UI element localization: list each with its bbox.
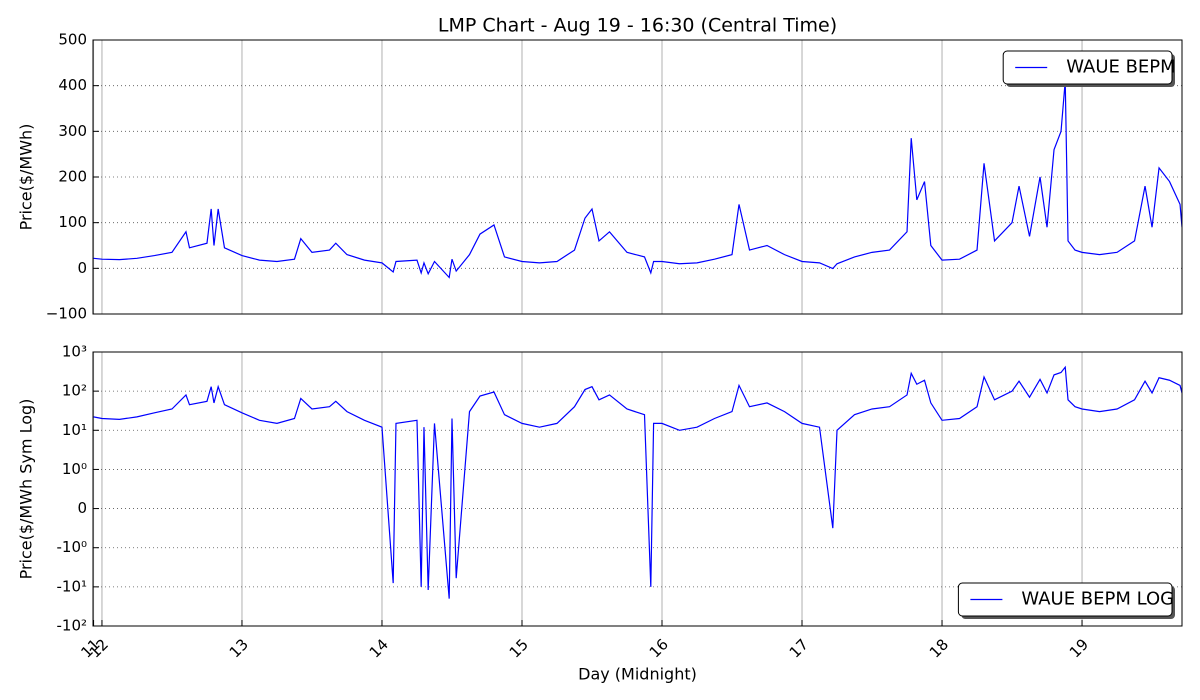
y-tick-label: −100	[46, 305, 87, 323]
y-tick-label: -10⁰	[56, 538, 87, 556]
y-tick-label: 10²	[62, 382, 87, 400]
x-axis-label: Day (Midnight)	[578, 665, 697, 684]
y-tick-label: 0	[77, 499, 87, 517]
y-tick-label: 10¹	[62, 421, 87, 439]
y-tick-label: 10⁰	[62, 460, 87, 478]
y-tick-label: 300	[58, 122, 87, 140]
y-tick-label: -10¹	[56, 577, 87, 595]
legend-label: WAUE BEPM LOG	[1021, 589, 1174, 610]
plot-frame	[92, 351, 1183, 627]
y-tick-label: 200	[58, 168, 87, 186]
y-axis-label: Price($/MWh Sym Log)	[17, 399, 36, 580]
chart-title: LMP Chart - Aug 19 - 16:30 (Central Time…	[438, 15, 837, 37]
data-line	[93, 81, 1182, 279]
y-tick-label: 500	[58, 31, 87, 49]
legend-label: WAUE BEPM	[1066, 57, 1176, 78]
y-tick-label: 100	[58, 213, 87, 231]
y-tick-label: -10²	[56, 617, 87, 635]
legend-box	[957, 582, 1173, 617]
y-axis-label: Price($/MWh)	[17, 124, 36, 231]
y-tick-label: 0	[77, 259, 87, 277]
data-line	[93, 365, 1182, 599]
y-tick-label: 10³	[62, 343, 87, 361]
y-tick-label: 400	[58, 76, 87, 94]
plot-frame	[92, 39, 1183, 315]
legend-box	[1002, 50, 1173, 85]
